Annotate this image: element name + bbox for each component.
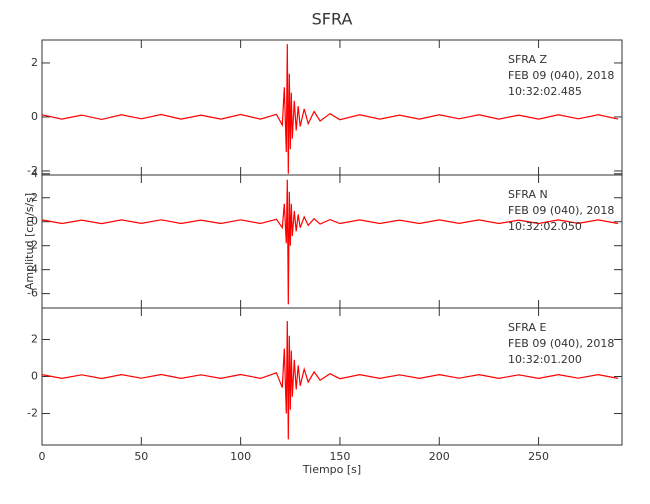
annotation: 10:32:01.200	[508, 353, 582, 366]
y-tick-label: -6	[27, 287, 38, 300]
annotation: FEB 09 (040), 2018	[508, 337, 614, 350]
y-tick-label: -4	[27, 263, 38, 276]
x-tick-label: 200	[429, 450, 450, 463]
y-tick-label: 0	[31, 370, 38, 383]
waveform	[41, 44, 619, 174]
waveform	[41, 320, 619, 440]
x-axis-label: Tiempo [s]	[302, 463, 361, 476]
y-axis-label: Amplitud [cm/s/s]	[23, 193, 36, 290]
annotation: SFRA E	[508, 321, 547, 334]
annotation: FEB 09 (040), 2018	[508, 69, 614, 82]
y-tick-label: 4	[31, 167, 38, 180]
x-tick-label: 100	[230, 450, 251, 463]
y-tick-label: -2	[27, 239, 38, 252]
waveform	[41, 179, 619, 305]
y-tick-label: -2	[27, 407, 38, 420]
annotation: 10:32:02.485	[508, 85, 582, 98]
x-tick-label: 50	[134, 450, 148, 463]
y-tick-label: 0	[31, 215, 38, 228]
x-tick-label: 250	[528, 450, 549, 463]
y-tick-label: 0	[31, 110, 38, 123]
annotation: 10:32:02.050	[508, 220, 582, 233]
y-tick-label: 2	[31, 56, 38, 69]
chart-title: SFRA	[312, 10, 353, 29]
x-tick-label: 150	[329, 450, 350, 463]
annotation: SFRA Z	[508, 53, 548, 66]
x-tick-label: 0	[39, 450, 46, 463]
annotation: SFRA N	[508, 188, 548, 201]
y-tick-label: 2	[31, 332, 38, 345]
y-tick-label: 2	[31, 191, 38, 204]
annotation: FEB 09 (040), 2018	[508, 204, 614, 217]
y-tick-label: -2	[27, 164, 38, 177]
